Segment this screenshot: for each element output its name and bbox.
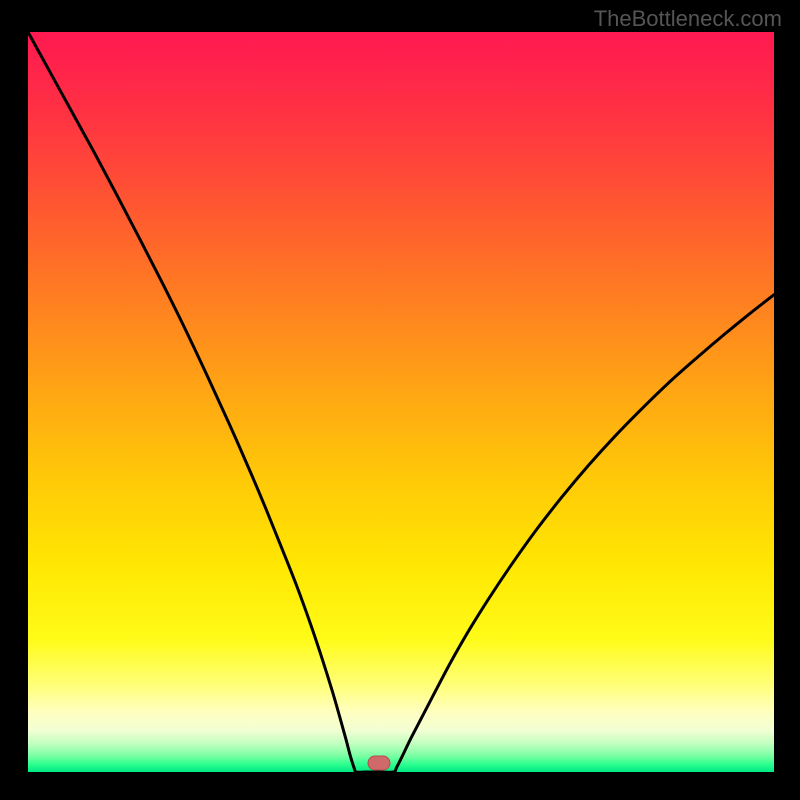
- bottleneck-curve: [28, 32, 774, 772]
- watermark-label: TheBottleneck.com: [594, 6, 782, 32]
- chart-frame: TheBottleneck.com: [0, 0, 800, 800]
- optimum-marker: [367, 755, 391, 771]
